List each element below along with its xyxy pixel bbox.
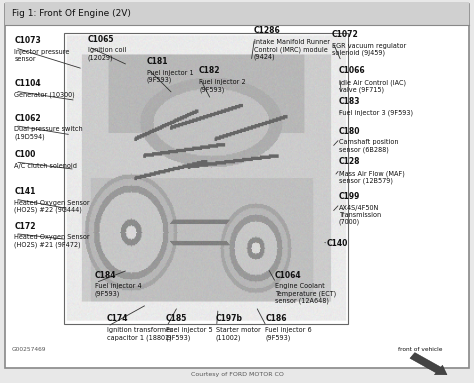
Text: C128: C128 <box>339 157 360 166</box>
Text: C1065: C1065 <box>88 35 114 44</box>
Text: C1286: C1286 <box>254 26 280 35</box>
Text: C186: C186 <box>265 314 287 323</box>
Text: C184: C184 <box>95 271 116 280</box>
FancyArrow shape <box>410 353 447 375</box>
Text: C1064: C1064 <box>275 271 301 280</box>
Text: Fuel injector 1
(9F593): Fuel injector 1 (9F593) <box>147 70 193 83</box>
Text: C174: C174 <box>107 314 128 323</box>
Text: Ignition coil
(12029): Ignition coil (12029) <box>88 47 126 61</box>
Text: Fuel injector 6
(9F593): Fuel injector 6 (9F593) <box>265 327 312 340</box>
Text: Engine Coolant
Temperature (ECT)
sensor (12A648): Engine Coolant Temperature (ECT) sensor … <box>275 283 336 304</box>
Text: EGR vacuum regulator
solenoid (9J459): EGR vacuum regulator solenoid (9J459) <box>332 43 406 56</box>
Text: Ignition transformer
capacitor 1 (18801): Ignition transformer capacitor 1 (18801) <box>107 327 173 340</box>
Text: C185: C185 <box>166 314 187 323</box>
Text: C199: C199 <box>339 192 360 201</box>
Text: C183: C183 <box>339 97 360 106</box>
Text: Heated Oxygen Sensor
(HO2S) #22 (9G444): Heated Oxygen Sensor (HO2S) #22 (9G444) <box>14 200 90 213</box>
Text: C1066: C1066 <box>339 67 365 75</box>
Bar <box>5 2 469 25</box>
Text: Starter motor
(11002): Starter motor (11002) <box>216 327 260 340</box>
Text: Fuel injector 3 (9F593): Fuel injector 3 (9F593) <box>339 110 413 116</box>
Text: Fuel injector 5
(9F593): Fuel injector 5 (9F593) <box>166 327 212 340</box>
Text: A/C clutch solenoid: A/C clutch solenoid <box>14 163 77 169</box>
Text: C180: C180 <box>339 127 360 136</box>
Text: C197b: C197b <box>216 314 243 323</box>
Text: Generator (10300): Generator (10300) <box>14 92 75 98</box>
Text: C181: C181 <box>147 57 168 66</box>
Text: Mass Air Flow (MAF)
sensor (12B579): Mass Air Flow (MAF) sensor (12B579) <box>339 170 405 184</box>
Text: C1104: C1104 <box>14 79 41 88</box>
Text: G00257469: G00257469 <box>12 347 46 352</box>
Text: Intake Manifold Runner
Control (IMRC) module
(9424): Intake Manifold Runner Control (IMRC) mo… <box>254 39 329 60</box>
Text: Fuel injector 4
(9F593): Fuel injector 4 (9F593) <box>95 283 141 297</box>
Text: C1072: C1072 <box>332 30 358 39</box>
Text: C140: C140 <box>327 239 348 249</box>
Text: Courtesy of FORD MOTOR CO: Courtesy of FORD MOTOR CO <box>191 372 283 377</box>
Text: front of vehicle: front of vehicle <box>398 347 443 352</box>
Text: Injector pressure
sensor: Injector pressure sensor <box>14 49 70 62</box>
Text: C1062: C1062 <box>14 114 41 123</box>
Text: C182: C182 <box>199 67 220 75</box>
Text: C141: C141 <box>14 187 36 196</box>
Text: Camshaft position
sensor (6B288): Camshaft position sensor (6B288) <box>339 139 399 153</box>
Text: C100: C100 <box>14 150 36 159</box>
Text: Heated Oxygen Sensor
(HO2S) #21 (9F472): Heated Oxygen Sensor (HO2S) #21 (9F472) <box>14 234 90 248</box>
Text: C172: C172 <box>14 222 36 231</box>
Bar <box>64 33 348 324</box>
Text: Idle Air Control (IAC)
valve (9F715): Idle Air Control (IAC) valve (9F715) <box>339 79 406 93</box>
Text: AX4S/4F50N
Transmission
(7000): AX4S/4F50N Transmission (7000) <box>339 205 381 225</box>
Text: Fuel injector 2
(9F593): Fuel injector 2 (9F593) <box>199 79 246 93</box>
Text: Fig 1: Front Of Engine (2V): Fig 1: Front Of Engine (2V) <box>12 9 131 18</box>
Text: Dual pressure switch
(19D594): Dual pressure switch (19D594) <box>14 126 83 140</box>
Text: C1073: C1073 <box>14 36 41 45</box>
